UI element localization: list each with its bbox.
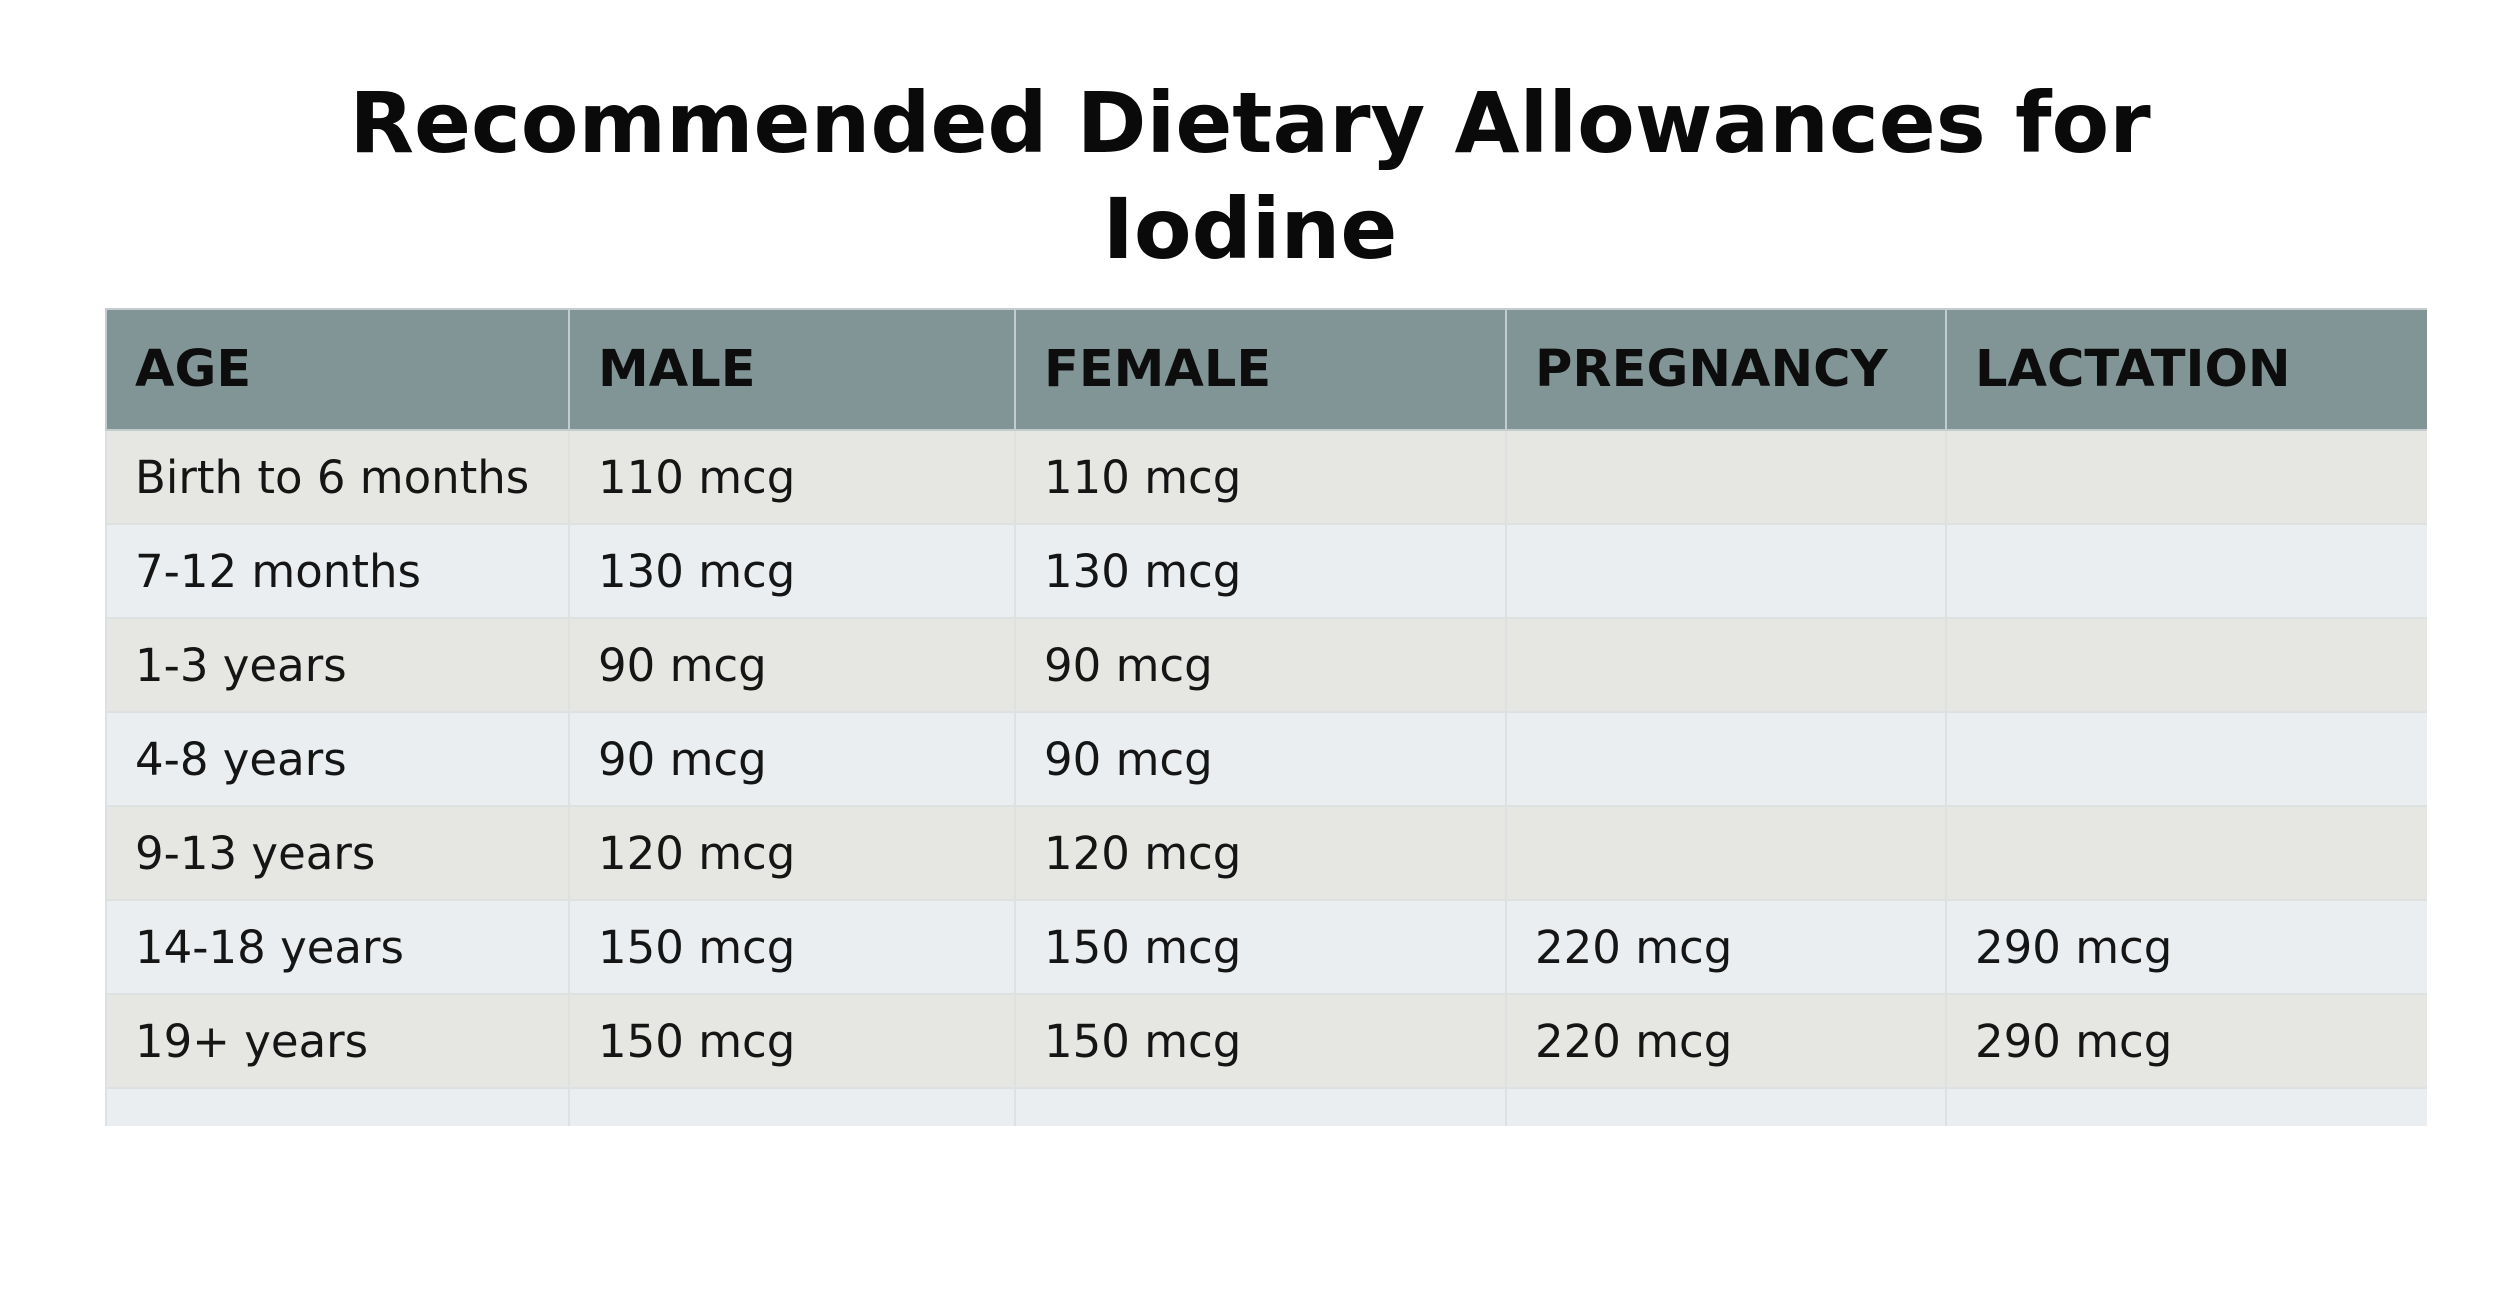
table-row: 19+ years 150 mcg 150 mcg 220 mcg 290 mc… (105, 993, 2427, 1089)
cell-male: 110 mcg (568, 429, 1016, 525)
cell-pregnancy (1505, 1087, 1947, 1126)
table-body: Birth to 6 months 110 mcg 110 mcg 7-12 m… (105, 429, 2427, 1126)
table-row: 1-3 years 90 mcg 90 mcg (105, 617, 2427, 713)
cell-pregnancy: 220 mcg (1505, 899, 1947, 995)
cell-age: 9-13 years (105, 805, 570, 901)
page-title-line-1: Recommended Dietary Allowances for (349, 74, 2151, 173)
page-title: Recommended Dietary Allowances for Iodin… (0, 70, 2500, 282)
cell-pregnancy (1505, 429, 1947, 525)
header-male: MALE (568, 308, 1016, 431)
cell-pregnancy (1505, 805, 1947, 901)
cell-pregnancy: 220 mcg (1505, 993, 1947, 1089)
table-row: 4-8 years 90 mcg 90 mcg (105, 711, 2427, 807)
cell-lactation (1945, 523, 2427, 619)
cell-age: 14-18 years (105, 899, 570, 995)
page-title-line-2: Iodine (1102, 180, 1398, 279)
table-header: AGE MALE FEMALE PREGNANCY LACTATION (105, 308, 2427, 431)
cell-female: 110 mcg (1014, 429, 1507, 525)
header-female: FEMALE (1014, 308, 1507, 431)
table-header-row: AGE MALE FEMALE PREGNANCY LACTATION (105, 308, 2427, 431)
header-age: AGE (105, 308, 570, 431)
cell-male: 120 mcg (568, 805, 1016, 901)
cell-lactation (1945, 805, 2427, 901)
cell-pregnancy (1505, 523, 1947, 619)
cell-male: 130 mcg (568, 523, 1016, 619)
cell-female: 90 mcg (1014, 617, 1507, 713)
header-pregnancy: PREGNANCY (1505, 308, 1947, 431)
table-row: 7-12 months 130 mcg 130 mcg (105, 523, 2427, 619)
cell-male: 150 mcg (568, 899, 1016, 995)
cell-lactation: 290 mcg (1945, 899, 2427, 995)
cell-age: Birth to 6 months (105, 429, 570, 525)
cell-pregnancy (1505, 617, 1947, 713)
table-row: 14-18 years 150 mcg 150 mcg 220 mcg 290 … (105, 899, 2427, 995)
cell-female: 90 mcg (1014, 711, 1507, 807)
cell-pregnancy (1505, 711, 1947, 807)
cell-male: 90 mcg (568, 617, 1016, 713)
cell-age: 1-3 years (105, 617, 570, 713)
cell-age (105, 1087, 570, 1126)
cell-lactation (1945, 429, 2427, 525)
header-lactation: LACTATION (1945, 308, 2427, 431)
cell-female: 150 mcg (1014, 899, 1507, 995)
cell-lactation: 290 mcg (1945, 993, 2427, 1089)
rda-table: AGE MALE FEMALE PREGNANCY LACTATION Birt… (105, 308, 2427, 1126)
cell-female: 130 mcg (1014, 523, 1507, 619)
cell-age: 4-8 years (105, 711, 570, 807)
cell-age: 7-12 months (105, 523, 570, 619)
table-row: 9-13 years 120 mcg 120 mcg (105, 805, 2427, 901)
cell-female (1014, 1087, 1507, 1126)
cell-age: 19+ years (105, 993, 570, 1089)
cell-male: 90 mcg (568, 711, 1016, 807)
cell-lactation (1945, 617, 2427, 713)
cell-lactation (1945, 711, 2427, 807)
rda-table-container: AGE MALE FEMALE PREGNANCY LACTATION Birt… (105, 308, 2427, 1126)
table-row (105, 1087, 2427, 1126)
table-row: Birth to 6 months 110 mcg 110 mcg (105, 429, 2427, 525)
cell-female: 120 mcg (1014, 805, 1507, 901)
cell-female: 150 mcg (1014, 993, 1507, 1089)
cell-lactation (1945, 1087, 2427, 1126)
cell-male (568, 1087, 1016, 1126)
cell-male: 150 mcg (568, 993, 1016, 1089)
